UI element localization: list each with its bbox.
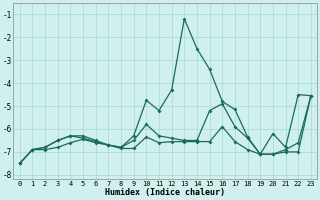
X-axis label: Humidex (Indice chaleur): Humidex (Indice chaleur) xyxy=(105,188,225,197)
